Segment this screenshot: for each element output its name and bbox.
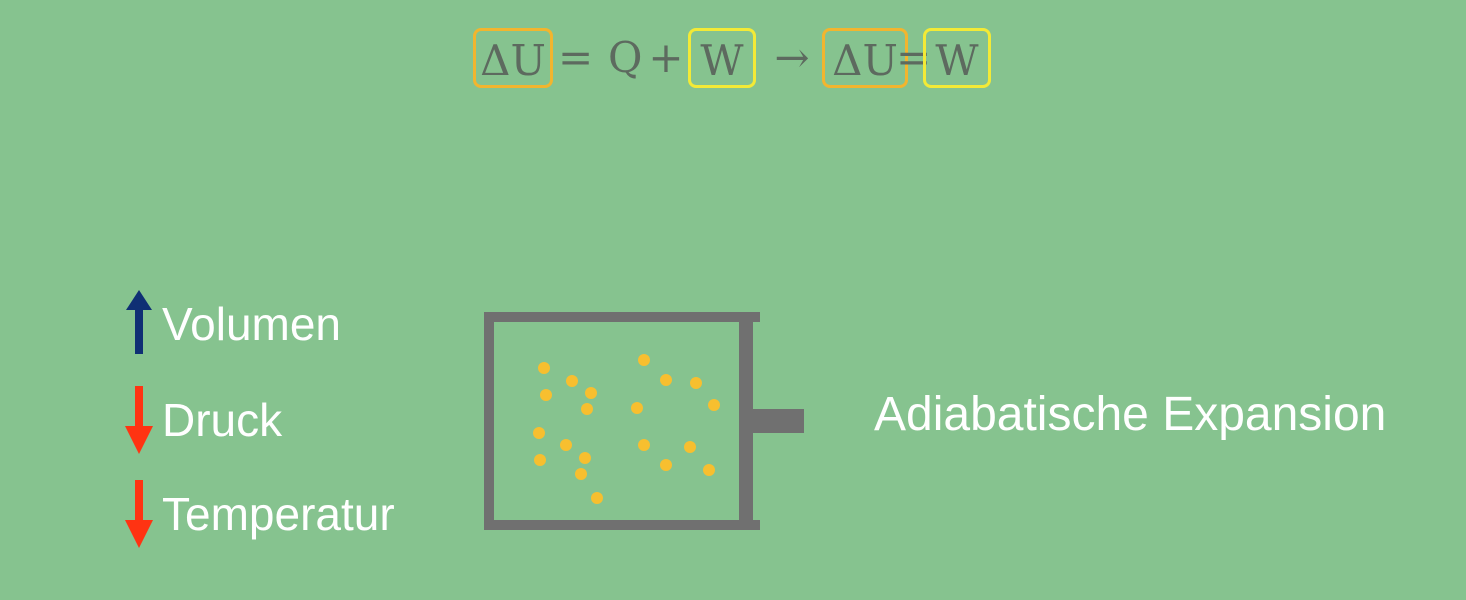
gas-particle (660, 374, 672, 386)
gas-particle (579, 452, 591, 464)
indicator-label-temperature: Temperatur (162, 488, 395, 540)
cylinder-bottom-wall (484, 520, 760, 530)
gas-particle (638, 439, 650, 451)
piston-head (739, 318, 753, 522)
cylinder-left-wall (484, 312, 494, 530)
delta-u-symbol: ΔU (480, 36, 546, 85)
arrow-down-icon (125, 386, 153, 454)
indicator-label-volume: Volumen (162, 298, 342, 350)
gas-particle (534, 454, 546, 466)
process-caption: Adiabatische Expansion (874, 388, 1387, 441)
gas-particle (638, 354, 650, 366)
gas-particle (566, 375, 578, 387)
plus-symbol: + (648, 33, 684, 82)
gas-particle (538, 362, 550, 374)
indicator-label-pressure: Druck (162, 394, 283, 446)
gas-cylinder-diagram (484, 312, 804, 530)
gas-particle (660, 459, 672, 471)
gas-particles (533, 354, 720, 504)
equals-result-symbol: = (896, 33, 932, 82)
piston-rod (753, 409, 804, 433)
arrow-down-icon (125, 480, 153, 548)
gas-particle (690, 377, 702, 389)
gas-particle (684, 441, 696, 453)
gas-particle (591, 492, 603, 504)
w-result-box: W (923, 28, 991, 88)
arrow-up-icon (126, 290, 152, 354)
w-symbol: W (700, 36, 744, 85)
gas-particle (631, 402, 643, 414)
delta-u-box: ΔU (473, 28, 553, 88)
w-result-symbol: W (935, 36, 979, 85)
gas-particle (703, 464, 715, 476)
gas-particle (585, 387, 597, 399)
gas-particle (708, 399, 720, 411)
equals-symbol: = (558, 33, 594, 82)
implies-arrow: → (774, 33, 810, 82)
gas-particle (560, 439, 572, 451)
delta-u-result-symbol: ΔU (832, 36, 898, 85)
first-law-equation: ΔU = Q + W → ΔU = W (470, 22, 1000, 98)
gas-particle (575, 468, 587, 480)
delta-u-result-box: ΔU (822, 28, 908, 88)
q-symbol: Q (608, 33, 643, 82)
gas-particle (581, 403, 593, 415)
gas-particle (533, 427, 545, 439)
w-box: W (688, 28, 756, 88)
gas-particle (540, 389, 552, 401)
cylinder-top-wall (484, 312, 760, 322)
